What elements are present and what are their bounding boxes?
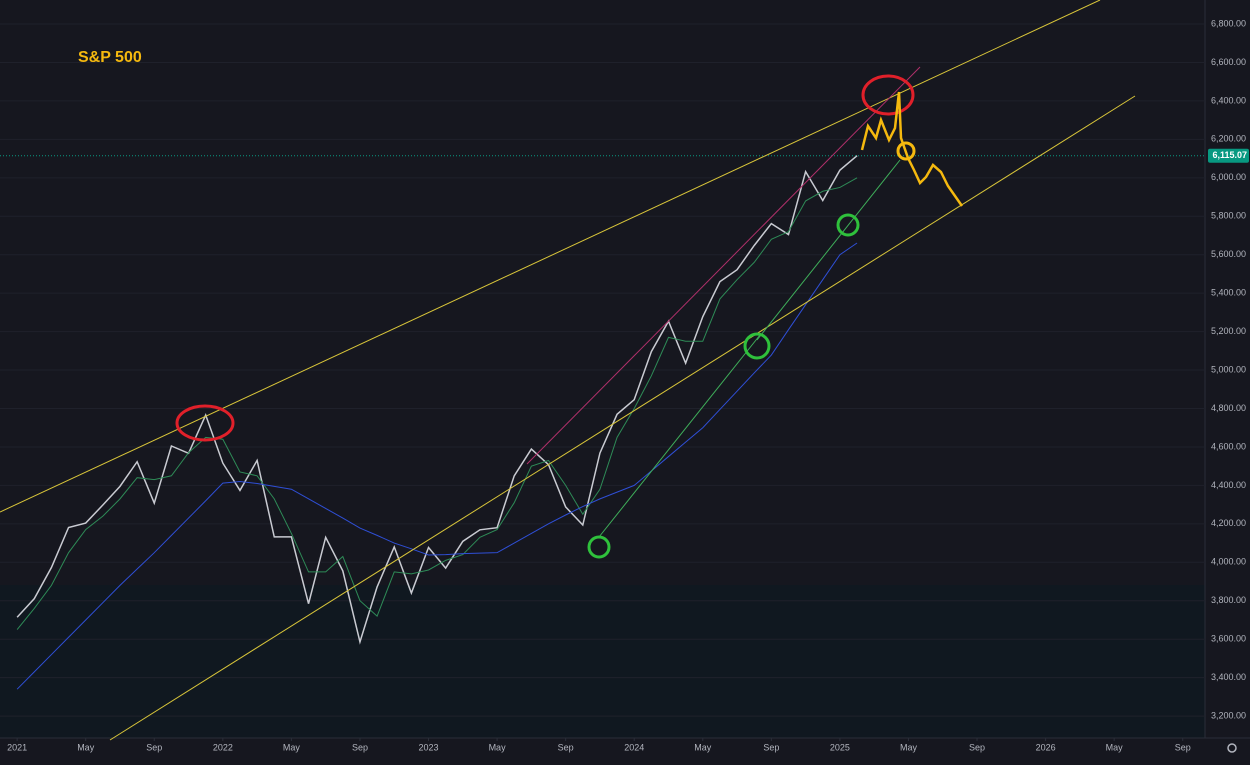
y-tick-label: 3,200.00 xyxy=(1211,710,1246,720)
y-tick-label: 5,200.00 xyxy=(1211,326,1246,336)
channel-upper xyxy=(0,0,1101,513)
last-price-label: 6,115.07 xyxy=(1212,150,1247,160)
x-tick-label: Sep xyxy=(1175,742,1191,752)
y-tick-label: 6,400.00 xyxy=(1211,95,1246,105)
green-circle xyxy=(587,535,611,559)
x-tick-label: May xyxy=(694,742,712,752)
y-tick-label: 5,800.00 xyxy=(1211,211,1246,221)
x-tick-label: Sep xyxy=(146,742,162,752)
x-tick-label: May xyxy=(489,742,507,752)
x-tick-label: 2024 xyxy=(624,742,644,752)
x-tick-label: 2026 xyxy=(1036,742,1056,752)
y-tick-label: 4,200.00 xyxy=(1211,518,1246,528)
x-tick-label: Sep xyxy=(558,742,574,752)
forecast-path xyxy=(860,91,964,207)
x-tick-label: May xyxy=(900,742,918,752)
settings-icon[interactable] xyxy=(1227,743,1237,753)
x-tick-label: May xyxy=(283,742,301,752)
y-tick-label: 4,000.00 xyxy=(1211,557,1246,567)
x-tick-label: Sep xyxy=(763,742,779,752)
chart-title: S&P 500 xyxy=(78,49,142,66)
x-tick-label: May xyxy=(1106,742,1124,752)
series-line xyxy=(16,155,858,645)
trend-line xyxy=(756,159,901,341)
x-tick-label: Sep xyxy=(352,742,368,752)
y-tick-label: 5,000.00 xyxy=(1211,364,1246,374)
x-tick-label: 2021 xyxy=(7,742,27,752)
green-circle xyxy=(836,213,860,237)
y-tick-label: 6,800.00 xyxy=(1211,18,1246,28)
x-tick-label: May xyxy=(77,742,95,752)
marks xyxy=(0,23,1205,717)
channel-lower xyxy=(109,95,1136,741)
series-line xyxy=(16,242,858,690)
y-tick-label: 6,000.00 xyxy=(1211,172,1246,182)
x-tick-label: 2025 xyxy=(830,742,850,752)
y-tick-label: 5,400.00 xyxy=(1211,288,1246,298)
y-tick-label: 5,600.00 xyxy=(1211,249,1246,259)
lower-band xyxy=(0,585,1205,738)
y-tick-label: 6,600.00 xyxy=(1211,57,1246,67)
y-tick-label: 4,400.00 xyxy=(1211,480,1246,490)
y-tick-label: 4,600.00 xyxy=(1211,441,1246,451)
y-tick-label: 4,800.00 xyxy=(1211,403,1246,413)
x-tick-label: 2022 xyxy=(213,742,233,752)
last-price-tag xyxy=(1208,148,1249,163)
y-tick-label: 3,800.00 xyxy=(1211,595,1246,605)
trend-line xyxy=(526,66,921,465)
red-circle xyxy=(861,74,915,116)
series-line xyxy=(16,177,858,630)
y-tick-label: 3,400.00 xyxy=(1211,672,1246,682)
y-tick-label: 3,600.00 xyxy=(1211,634,1246,644)
y-tick-label: 6,200.00 xyxy=(1211,134,1246,144)
x-tick-label: 2023 xyxy=(419,742,439,752)
green-circle xyxy=(743,332,771,360)
yellow-circle xyxy=(896,141,916,161)
red-circle xyxy=(175,404,235,442)
annotations xyxy=(0,0,1136,741)
trend-line xyxy=(598,334,761,538)
x-tick-label: Sep xyxy=(969,742,985,752)
